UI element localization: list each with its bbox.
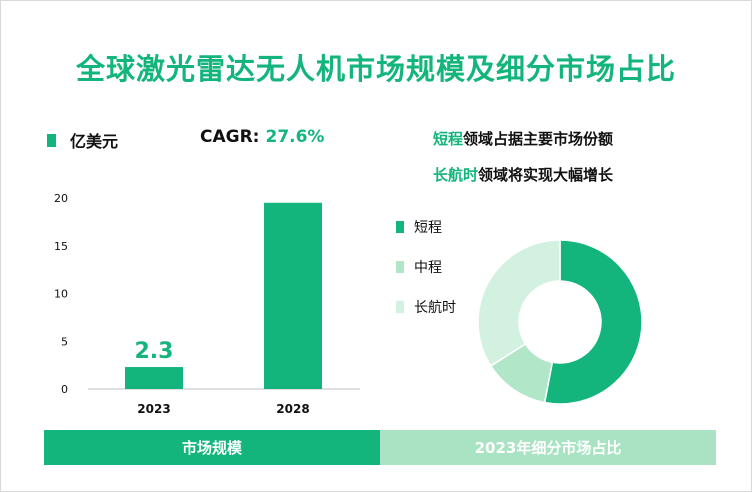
y-tick-label: 10 <box>54 288 68 301</box>
cagr-label: CAGR: <box>200 127 260 147</box>
pie-note-2-text: 领域将实现大幅增长 <box>478 166 614 184</box>
pie-legend-item-1: 中程 <box>396 257 442 277</box>
donut-slice-0 <box>543 239 643 405</box>
pie-note-1: 短程领域占据主要市场份额 <box>433 128 613 149</box>
y-tick-label: 5 <box>61 335 68 348</box>
bar-data-label: 2.3 <box>135 339 174 364</box>
bar-2028 <box>264 202 322 389</box>
x-tick-label: 2023 <box>137 402 170 416</box>
bar-chart: 0 5 10 15 20 2023 2.3 2028 <box>54 192 360 416</box>
y-tick-label: 20 <box>54 192 68 205</box>
y-tick-label: 15 <box>54 240 68 253</box>
pie-legend-swatch-1 <box>396 261 404 273</box>
pie-chart-footer: 2023年细分市场占比 <box>380 430 716 465</box>
bar-legend: 亿美元 <box>47 128 118 152</box>
page-title: 全球激光雷达无人机市场规模及细分市场占比 <box>75 52 676 86</box>
pie-legend-item-0: 短程 <box>396 217 442 237</box>
pie-note-2: 长航时领域将实现大幅增长 <box>433 164 613 185</box>
bar-2023 <box>125 367 183 389</box>
donut-chart <box>477 239 643 405</box>
bar-legend-swatch <box>47 133 56 147</box>
pie-legend-swatch-2 <box>396 301 404 313</box>
pie-legend-label-0: 短程 <box>414 220 442 236</box>
pie-note-2-highlight: 长航时 <box>433 166 479 184</box>
pie-legend-label-1: 中程 <box>414 260 442 276</box>
pie-note-1-highlight: 短程 <box>433 130 464 148</box>
pie-legend-label-2: 长航时 <box>414 300 456 316</box>
y-tick-label: 0 <box>61 383 68 396</box>
cagr-annotation: CAGR: 27.6% <box>200 127 324 147</box>
bar-chart-footer: 市场规模 <box>44 430 380 465</box>
pie-legend-swatch-0 <box>396 221 404 233</box>
cagr-value: 27.6% <box>265 127 325 147</box>
x-tick-label: 2028 <box>276 402 309 416</box>
pie-legend-item-2: 长航时 <box>396 297 456 317</box>
pie-note-1-text: 领域占据主要市场份额 <box>463 130 614 148</box>
bar-legend-label: 亿美元 <box>70 132 119 151</box>
donut-slice-2 <box>477 239 561 367</box>
